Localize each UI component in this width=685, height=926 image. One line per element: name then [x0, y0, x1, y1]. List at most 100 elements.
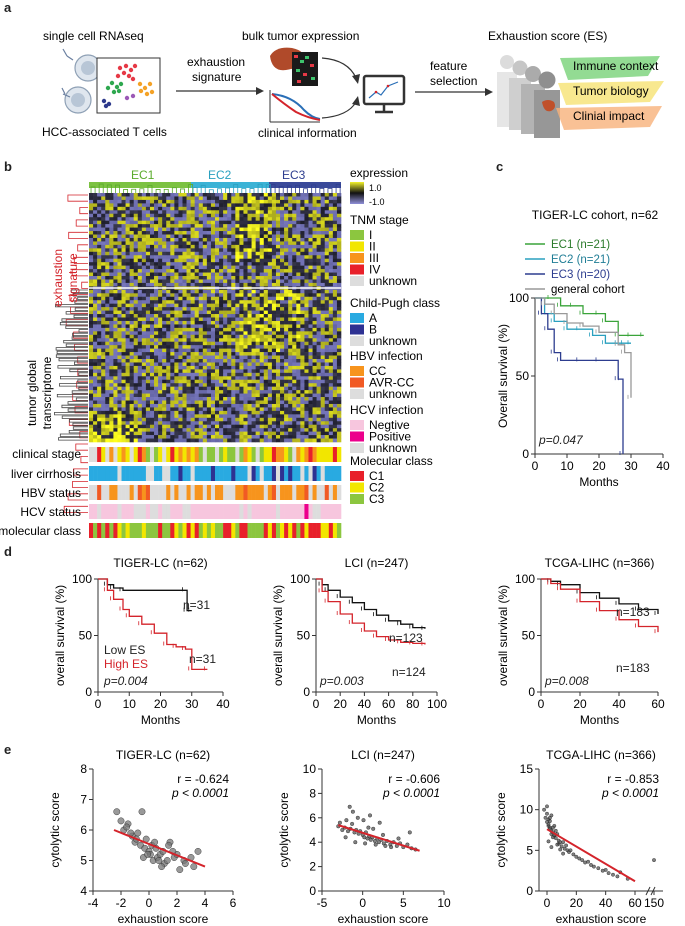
heatmap-cell	[105, 231, 110, 235]
heatmap-cell	[89, 334, 94, 339]
heatmap-cell	[332, 310, 338, 315]
annotation-cell	[223, 466, 228, 481]
heatmap-cell	[223, 231, 228, 235]
heatmap-cell	[190, 296, 195, 301]
heatmap-cell	[255, 272, 261, 277]
heatmap-cell	[255, 217, 261, 221]
annotation-cell	[235, 504, 240, 519]
heatmap-cell	[105, 196, 110, 201]
heatmap-cell	[227, 338, 232, 343]
heatmap-cell	[121, 307, 126, 311]
heatmap-cell	[227, 303, 232, 308]
annotation-cell	[296, 504, 301, 519]
heatmap-cell	[154, 369, 159, 374]
heatmap-cell	[141, 345, 147, 349]
legend-expression-title: expression	[350, 166, 408, 180]
heatmap-cell	[182, 365, 187, 370]
heatmap-cell	[97, 296, 102, 301]
heatmap-cell	[113, 317, 118, 322]
heatmap-cell	[223, 210, 228, 215]
legend-mc-label: C2	[369, 481, 385, 495]
heatmap-cell	[320, 307, 326, 311]
heatmap-cell	[292, 282, 297, 287]
heatmap-cell	[219, 203, 224, 208]
heatmap-cell	[308, 296, 313, 301]
heatmap-cell	[182, 193, 187, 197]
heatmap-cell	[227, 237, 232, 242]
dendro-branch	[57, 365, 88, 369]
heatmap-cell	[255, 196, 261, 201]
heatmap-cell	[300, 365, 305, 370]
heatmap-cell	[316, 421, 321, 426]
heatmap-cell	[267, 231, 273, 235]
heatmap-cell	[267, 307, 273, 311]
heatmap-cell	[182, 269, 187, 273]
heatmap-cell	[149, 438, 155, 443]
heatmap-cell	[292, 307, 297, 311]
heatmap-cell	[109, 296, 114, 301]
heatmap-cell	[97, 345, 102, 349]
heatmap-cell	[259, 237, 265, 242]
heatmap-cell	[243, 403, 248, 408]
heatmap-cell	[101, 258, 106, 263]
heatmap-cell	[182, 417, 187, 422]
heatmap-cell	[267, 390, 273, 394]
heatmap-cell	[182, 341, 187, 346]
heatmap-cell	[316, 379, 321, 384]
annotation-cell	[170, 466, 175, 481]
annotation-cell	[259, 466, 265, 481]
heatmap-cell	[182, 345, 187, 349]
heatmap-cell	[166, 365, 171, 370]
heatmap-cell	[125, 269, 130, 273]
heatmap-cell	[113, 400, 118, 405]
heatmap-cell	[154, 355, 159, 360]
annotation-cell	[227, 466, 232, 481]
heatmap-cell	[271, 289, 277, 294]
heatmap-cell	[288, 414, 293, 419]
heatmap-cell	[93, 248, 98, 253]
heatmap-cell	[296, 435, 301, 439]
heatmap-cell	[215, 193, 220, 197]
heatmap-cell	[190, 365, 195, 370]
heatmap-cell	[247, 414, 252, 419]
heatmap-cell	[227, 407, 232, 412]
heatmap-cell	[259, 231, 265, 235]
annotation-cell	[300, 523, 305, 538]
heatmap-cell	[296, 282, 301, 287]
heatmap-cell	[117, 303, 122, 308]
heatmap-cell	[170, 265, 175, 270]
heatmap-cell	[182, 248, 187, 253]
heatmap-cell	[320, 213, 326, 218]
heatmap-cell	[158, 317, 163, 322]
heatmap-cell	[182, 376, 187, 381]
heatmap-cell	[182, 428, 187, 432]
heatmap-cell	[141, 314, 147, 318]
heatmap-cell	[312, 300, 317, 304]
heatmap-cell	[166, 234, 171, 239]
heatmap-cell	[158, 376, 163, 381]
heatmap-cell	[312, 348, 317, 353]
annotation-cell	[210, 523, 216, 538]
annotation-cell	[202, 466, 208, 481]
heatmap-cell	[125, 279, 130, 284]
heatmap-cell	[215, 272, 220, 277]
heatmap-cell	[227, 320, 232, 325]
heatmap-cell	[308, 227, 313, 232]
heatmap-cell	[89, 262, 94, 266]
heatmap-cell	[194, 289, 200, 294]
heatmap-cell	[328, 376, 334, 381]
heatmap-cell	[324, 224, 330, 228]
heatmap-cell	[137, 244, 143, 249]
heatmap-cell	[219, 269, 224, 273]
heatmap-cell	[284, 424, 289, 429]
heatmap-cell	[296, 279, 301, 284]
heatmap-cell	[271, 407, 277, 412]
heatmap-cell	[316, 355, 321, 360]
heatmap-cell	[251, 341, 256, 346]
heatmap-cell	[304, 397, 309, 401]
heatmap-cell	[129, 414, 135, 419]
annotation-cell	[227, 447, 232, 462]
annotation-cell	[263, 523, 269, 538]
heatmap-cell	[93, 203, 98, 208]
heatmap-cell	[235, 237, 240, 242]
